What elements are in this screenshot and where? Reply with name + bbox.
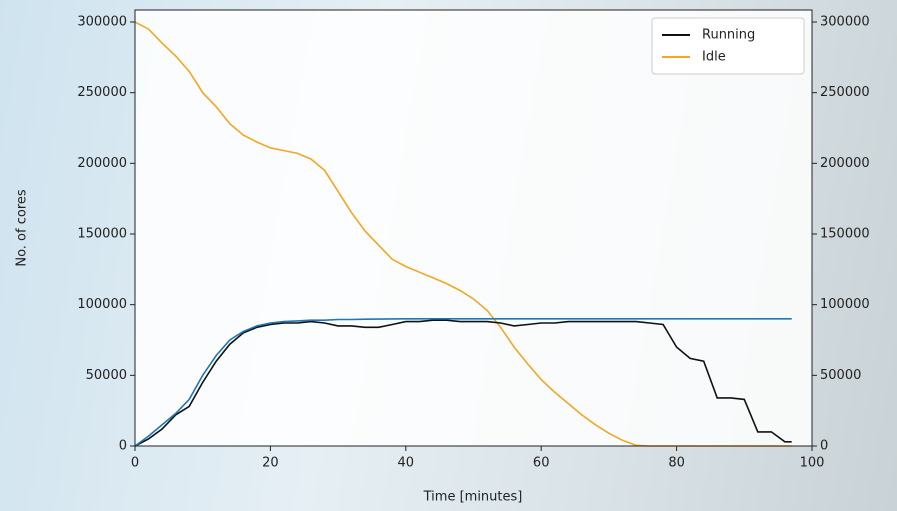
legend-box <box>652 18 804 74</box>
y-tick-label: 0 <box>119 439 127 454</box>
legend-label: Idle <box>702 50 726 65</box>
y-axis-label: No. of cores <box>15 189 30 267</box>
y2-tick-label: 50000 <box>820 368 861 383</box>
y2-tick-label: 250000 <box>820 85 870 100</box>
y-tick-label: 300000 <box>77 15 127 30</box>
y-tick-label: 100000 <box>77 297 127 312</box>
x-tick-label: 40 <box>398 456 415 471</box>
y2-tick-label: 150000 <box>820 227 870 242</box>
y-tick-label: 250000 <box>77 85 127 100</box>
x-tick-label: 80 <box>668 456 685 471</box>
x-axis-label: Time [minutes] <box>423 490 523 505</box>
y2-tick-label: 300000 <box>820 15 870 30</box>
page: {"chart_data": {"type": "line", "xlabel"… <box>0 0 897 511</box>
x-tick-label: 100 <box>800 456 825 471</box>
y2-tick-label: 200000 <box>820 156 870 171</box>
y-tick-label: 50000 <box>86 368 127 383</box>
legend-label: Running <box>702 28 755 43</box>
chart: Time [minutes] No. of cores 0 50000 100000… <box>0 0 897 511</box>
x-tick-label: 20 <box>262 456 279 471</box>
x-tick-label: 0 <box>131 456 139 471</box>
x-tick-label: 60 <box>533 456 550 471</box>
y2-tick-label: 100000 <box>820 297 870 312</box>
y2-tick-label: 0 <box>820 439 828 454</box>
y-tick-label: 150000 <box>77 227 127 242</box>
y-tick-label: 200000 <box>77 156 127 171</box>
